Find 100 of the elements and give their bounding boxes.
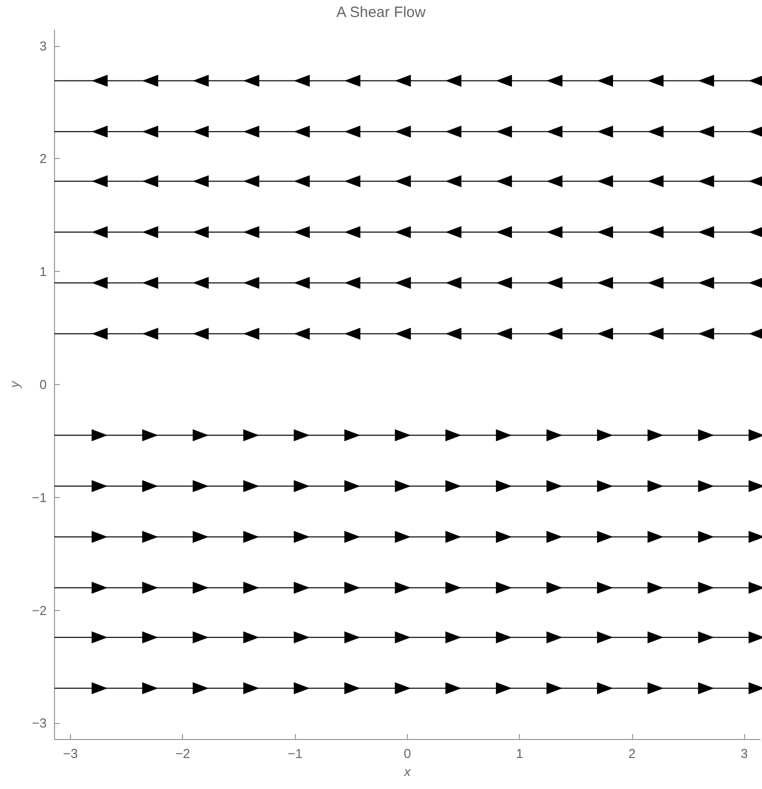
point — [597, 126, 614, 138]
point — [546, 682, 562, 694]
point — [294, 226, 310, 238]
point — [142, 429, 158, 442]
point — [496, 74, 512, 87]
point — [142, 126, 158, 138]
point — [597, 74, 614, 87]
point — [394, 276, 411, 289]
point — [648, 530, 664, 543]
point — [597, 530, 614, 543]
point — [394, 175, 411, 188]
point — [698, 126, 714, 138]
y-tick-label: −3 — [32, 716, 47, 731]
point — [142, 175, 158, 188]
point — [445, 480, 462, 492]
point — [394, 74, 411, 87]
point — [394, 226, 411, 238]
point — [294, 74, 310, 87]
point — [243, 682, 260, 694]
point — [394, 328, 411, 340]
point — [496, 682, 512, 694]
point — [394, 530, 411, 543]
point — [597, 276, 614, 289]
point — [243, 175, 260, 188]
point — [294, 276, 310, 289]
point — [698, 175, 714, 188]
point — [394, 582, 411, 594]
point — [192, 530, 209, 543]
point — [445, 226, 462, 238]
x-tick-label: 2 — [628, 746, 636, 761]
point — [192, 582, 209, 594]
point — [142, 226, 158, 238]
point — [445, 276, 462, 289]
point — [92, 429, 108, 442]
point — [648, 631, 664, 644]
point — [294, 631, 310, 644]
point — [243, 276, 260, 289]
chart-title: A Shear Flow — [336, 4, 426, 21]
point — [142, 530, 158, 543]
point — [445, 582, 462, 594]
point — [344, 276, 360, 289]
point — [597, 582, 614, 594]
point — [294, 328, 310, 340]
point — [648, 429, 664, 442]
point — [92, 126, 108, 138]
point — [243, 582, 260, 594]
point — [546, 175, 562, 188]
point — [496, 582, 512, 594]
point — [394, 480, 411, 492]
point — [142, 582, 158, 594]
point — [344, 175, 360, 188]
point — [142, 682, 158, 694]
point — [92, 631, 108, 644]
point — [496, 226, 512, 238]
point — [344, 530, 360, 543]
point — [648, 126, 664, 138]
point — [394, 682, 411, 694]
point — [445, 530, 462, 543]
point — [698, 429, 714, 442]
point — [546, 631, 562, 644]
point — [698, 328, 714, 340]
point — [192, 74, 209, 87]
point — [243, 429, 260, 442]
x-axis-title: x — [403, 764, 412, 779]
point — [445, 74, 462, 87]
point — [445, 175, 462, 188]
point — [243, 480, 260, 492]
point — [698, 276, 714, 289]
point — [243, 328, 260, 340]
y-tick-label: 0 — [39, 377, 47, 392]
point — [192, 480, 209, 492]
y-tick-label: −1 — [32, 490, 47, 505]
point — [92, 74, 108, 87]
point — [294, 582, 310, 594]
x-tick-label: 0 — [404, 746, 411, 761]
point — [92, 530, 108, 543]
point — [243, 530, 260, 543]
point — [192, 175, 209, 188]
point — [648, 682, 664, 694]
point — [597, 328, 614, 340]
point — [445, 682, 462, 694]
point — [294, 480, 310, 492]
point — [243, 74, 260, 87]
point — [92, 328, 108, 340]
point — [648, 582, 664, 594]
point — [344, 74, 360, 87]
point — [294, 429, 310, 442]
point — [294, 530, 310, 543]
point — [344, 328, 360, 340]
point — [648, 226, 664, 238]
point — [648, 74, 664, 87]
point — [192, 429, 209, 442]
point — [496, 328, 512, 340]
point — [344, 126, 360, 138]
point — [344, 631, 360, 644]
point — [496, 530, 512, 543]
point — [698, 682, 714, 694]
point — [445, 631, 462, 644]
point — [394, 631, 411, 644]
point — [648, 175, 664, 188]
